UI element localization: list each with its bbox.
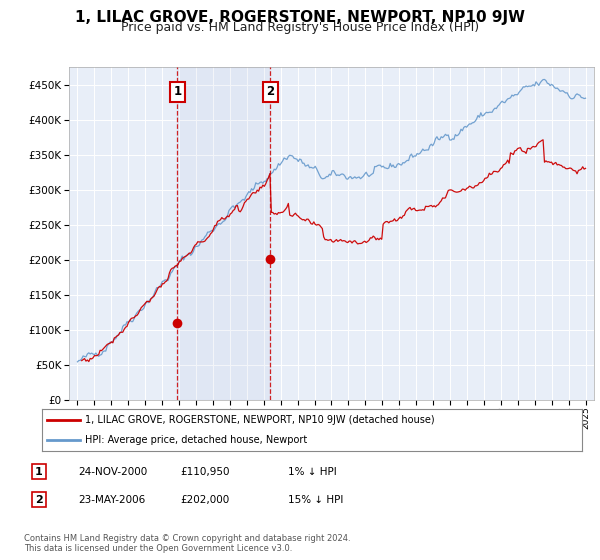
Text: 23-MAY-2006: 23-MAY-2006 bbox=[78, 494, 145, 505]
Text: 15% ↓ HPI: 15% ↓ HPI bbox=[288, 494, 343, 505]
Bar bbox=[178, 67, 270, 400]
Text: 1: 1 bbox=[173, 85, 181, 98]
Text: 24-NOV-2000: 24-NOV-2000 bbox=[78, 466, 147, 477]
Text: 2: 2 bbox=[266, 85, 274, 98]
Text: £202,000: £202,000 bbox=[180, 494, 229, 505]
Text: £110,950: £110,950 bbox=[180, 466, 229, 477]
Text: Price paid vs. HM Land Registry's House Price Index (HPI): Price paid vs. HM Land Registry's House … bbox=[121, 21, 479, 34]
Text: HPI: Average price, detached house, Newport: HPI: Average price, detached house, Newp… bbox=[85, 435, 307, 445]
Text: 1, LILAC GROVE, ROGERSTONE, NEWPORT, NP10 9JW: 1, LILAC GROVE, ROGERSTONE, NEWPORT, NP1… bbox=[75, 10, 525, 25]
Text: 1: 1 bbox=[35, 466, 43, 477]
Text: 2: 2 bbox=[35, 494, 43, 505]
Text: Contains HM Land Registry data © Crown copyright and database right 2024.
This d: Contains HM Land Registry data © Crown c… bbox=[24, 534, 350, 553]
Text: 1, LILAC GROVE, ROGERSTONE, NEWPORT, NP10 9JW (detached house): 1, LILAC GROVE, ROGERSTONE, NEWPORT, NP1… bbox=[85, 415, 435, 425]
Text: 1% ↓ HPI: 1% ↓ HPI bbox=[288, 466, 337, 477]
